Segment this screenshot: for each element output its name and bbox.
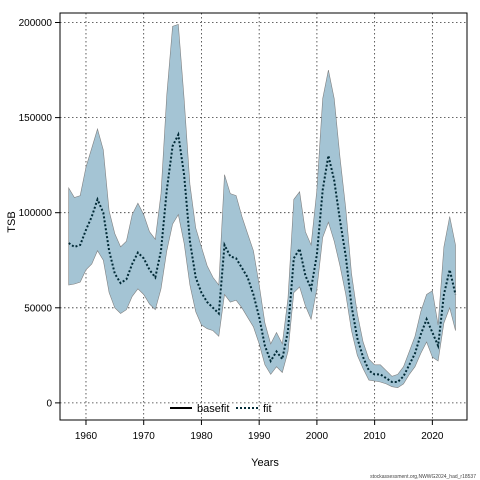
x-axis: 1960 1970 1980 1990 2000 2010 2020	[75, 420, 444, 442]
y-tick-label: 50000	[24, 303, 52, 314]
plot-frame	[59, 12, 468, 421]
y-tick-label: 150000	[19, 113, 53, 124]
y-tick-label: 200000	[19, 18, 53, 29]
x-axis-title: Years	[251, 457, 279, 469]
y-tick-label: 100000	[19, 208, 53, 219]
legend-fit-label: fit	[263, 403, 272, 415]
y-tick-label: 0	[46, 398, 52, 409]
x-tick-label: 2020	[421, 431, 444, 442]
fit-line	[68, 131, 457, 383]
x-tick-label: 1960	[75, 431, 98, 442]
x-tick-label: 2010	[364, 431, 387, 442]
watermark: stockassessment.org,NWWG2024_had_r18537	[370, 474, 476, 480]
legend-basefit-label: basefit	[197, 403, 229, 415]
x-tick-label: 1980	[190, 431, 213, 442]
y-axis-title: TSB	[6, 211, 18, 232]
x-tick-label: 2000	[306, 431, 329, 442]
x-tick-label: 1990	[248, 431, 271, 442]
y-axis: 0 50000 100000 150000 200000	[19, 18, 60, 409]
confidence-band	[68, 23, 456, 389]
x-tick-label: 1970	[133, 431, 156, 442]
legend: basefit fit	[170, 403, 272, 415]
